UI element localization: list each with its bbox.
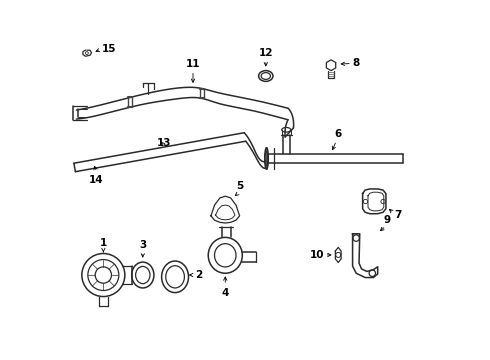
Text: 1: 1 [100, 238, 107, 248]
Text: 7: 7 [394, 210, 401, 220]
Text: 5: 5 [236, 181, 243, 192]
Text: 2: 2 [195, 270, 202, 280]
Text: 8: 8 [353, 58, 360, 68]
Text: 10: 10 [309, 250, 324, 260]
Text: 9: 9 [383, 215, 390, 225]
Text: 6: 6 [335, 129, 342, 139]
Text: 14: 14 [89, 175, 103, 185]
Text: 4: 4 [221, 288, 229, 298]
Text: 15: 15 [101, 44, 116, 54]
Text: 3: 3 [139, 240, 147, 250]
Text: 12: 12 [259, 48, 273, 58]
Text: 13: 13 [157, 138, 171, 148]
Text: 11: 11 [186, 59, 200, 69]
